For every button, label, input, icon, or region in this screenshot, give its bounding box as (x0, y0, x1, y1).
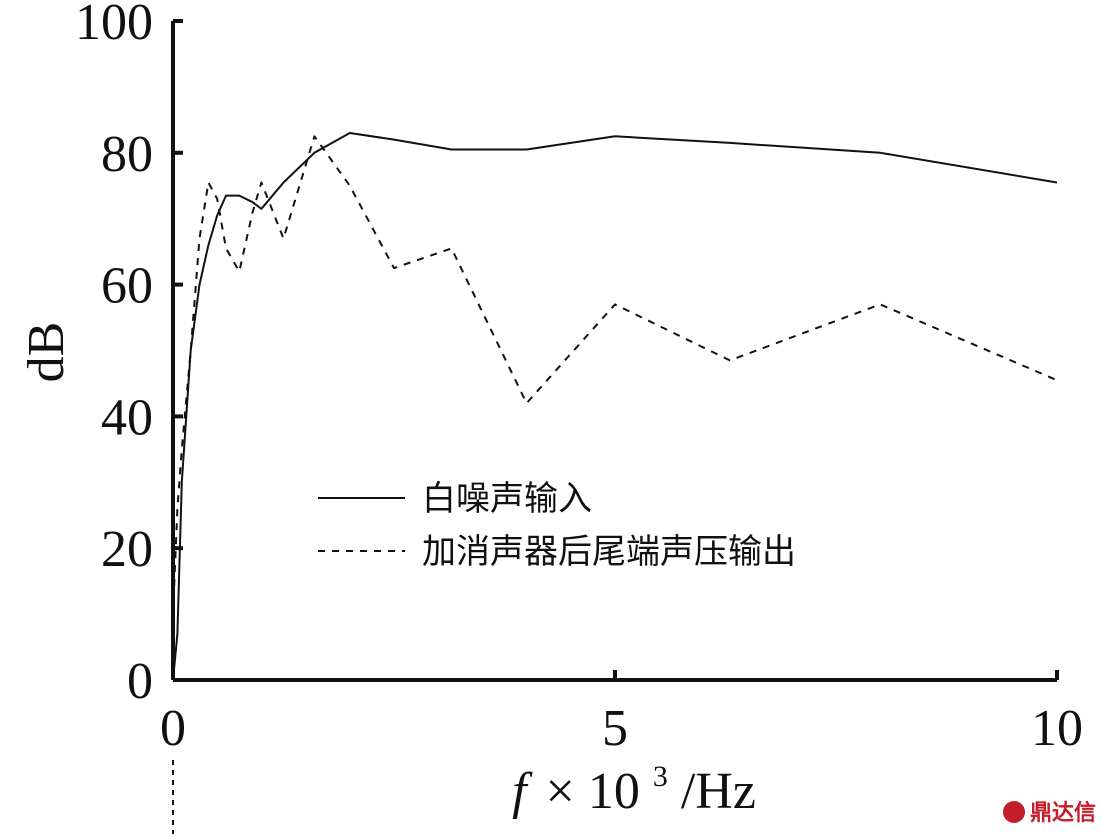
legend-label: 加消声器后尾端声压输出 (422, 532, 796, 572)
y-tick-label: 40 (101, 389, 153, 446)
y-tick-label: 20 (101, 521, 153, 578)
x-axis-label-variable: f (512, 763, 533, 820)
x-tick-label: 5 (602, 700, 628, 757)
legend-label: 白噪声输入 (422, 479, 592, 519)
tick-labels: 0 20 40 60 80 100 0 5 10 (75, 0, 1083, 757)
watermark-logo: 鼎达信 (1003, 800, 1096, 826)
watermark-icon (1003, 801, 1025, 823)
x-axis-label: f × 10 3 /Hz (512, 741, 756, 820)
series-line-muffler-output (172, 135, 1058, 615)
series-line-white-noise-input (172, 132, 1058, 681)
x-axis-label-multiplier: × 10 (546, 763, 640, 820)
x-tick-label: 10 (1031, 700, 1083, 757)
y-tick-label: 0 (127, 653, 153, 710)
x-axis-label-exponent: 3 (653, 760, 668, 793)
x-tick-label: 0 (160, 700, 186, 757)
y-tick-label: 100 (75, 0, 153, 51)
y-axis-label: dB (18, 322, 75, 383)
y-tick-label: 60 (101, 258, 153, 315)
y-tick-label: 80 (101, 126, 153, 183)
watermark-text: 鼎达信 (1030, 800, 1096, 826)
series-lines (172, 132, 1058, 681)
x-axis-label-unit: /Hz (681, 763, 756, 820)
tick-marks (171, 19, 1059, 682)
